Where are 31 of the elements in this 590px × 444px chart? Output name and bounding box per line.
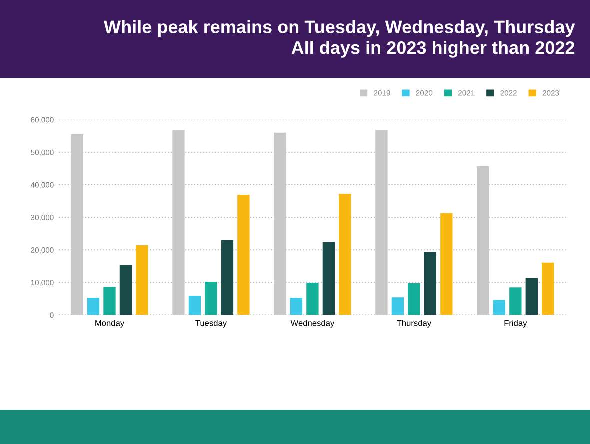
bar — [526, 278, 538, 316]
x-tick-label: Tuesday — [196, 320, 228, 328]
bar — [290, 298, 303, 316]
bar — [440, 213, 453, 316]
bar — [71, 134, 84, 316]
x-tick-label: Friday — [504, 320, 528, 328]
bar — [306, 283, 319, 316]
bar — [205, 282, 218, 316]
bar — [424, 252, 437, 316]
bar — [136, 246, 148, 316]
bar — [510, 288, 522, 316]
x-tick-label: Monday — [96, 320, 125, 328]
bar — [542, 262, 554, 316]
x-tick-label: Wednesday — [290, 320, 335, 328]
bar — [274, 132, 286, 316]
bar — [408, 283, 420, 316]
x-tick-label: Thursday — [397, 320, 432, 328]
chart-title: While peak remains on Tuesday, Wednesday, Thursday All days in 2023 higher than 2022 — [104, 20, 576, 58]
bar — [188, 296, 202, 316]
bar — [339, 194, 352, 316]
bar — [392, 298, 404, 316]
bar — [477, 166, 490, 316]
bar — [238, 195, 250, 316]
bar — [376, 130, 388, 316]
bar — [87, 298, 100, 316]
bar — [104, 287, 116, 316]
bar — [120, 265, 132, 316]
bar — [493, 300, 506, 316]
bar — [221, 240, 234, 316]
bar — [322, 242, 336, 316]
bar — [172, 130, 185, 316]
